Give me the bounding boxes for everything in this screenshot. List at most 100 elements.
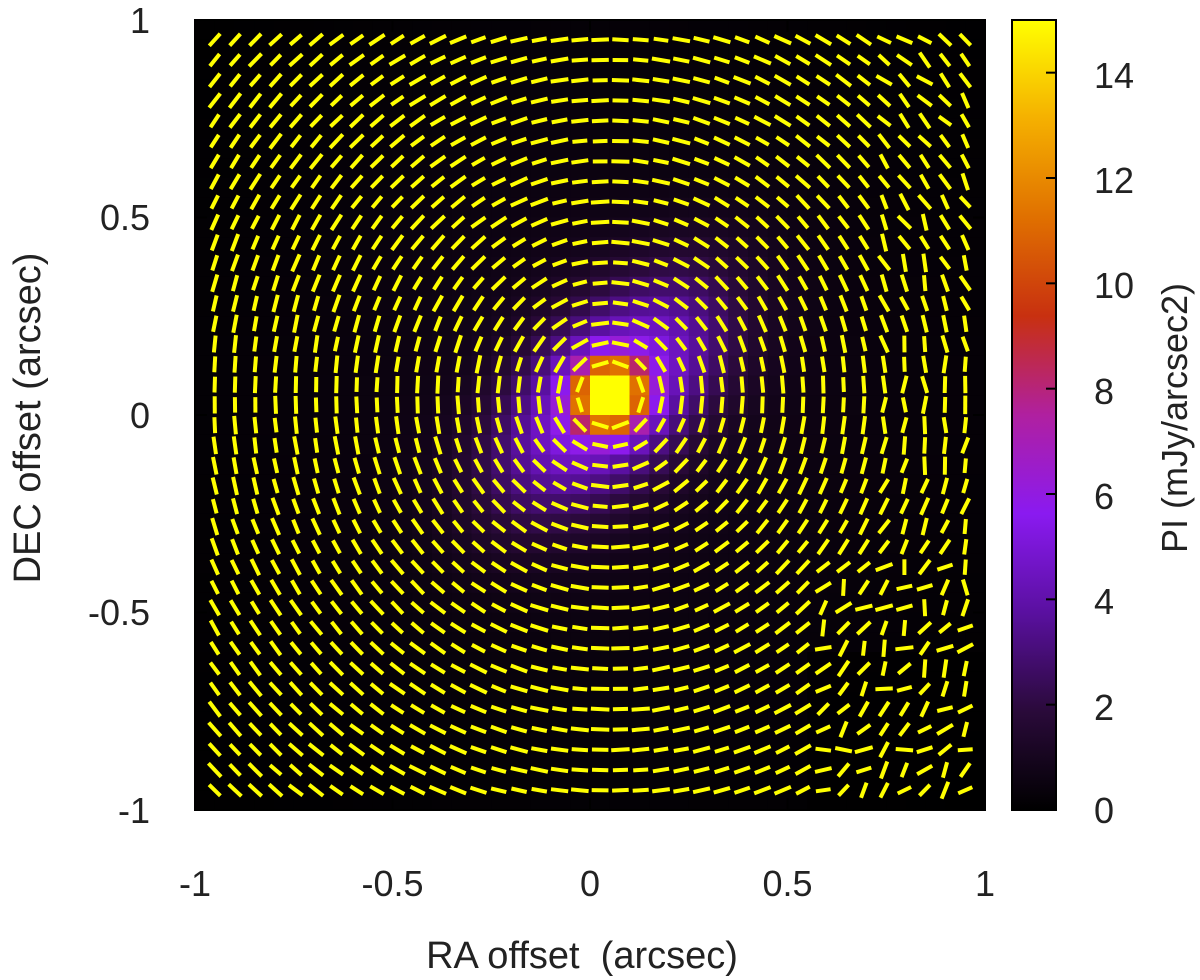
- polarization-vector: [940, 498, 950, 515]
- polarization-vector: [228, 743, 242, 757]
- polarization-vector: [571, 767, 589, 773]
- polarization-vector: [733, 765, 751, 775]
- polarization-vector: [290, 274, 301, 292]
- heat-cell: [471, 553, 492, 574]
- heat-cell: [372, 592, 394, 614]
- polarization-vector: [918, 539, 931, 555]
- heat-cell: [274, 474, 295, 495]
- polarization-vector: [572, 417, 588, 433]
- heat-cell: [353, 731, 374, 752]
- heat-cell: [550, 336, 571, 357]
- polarization-vector: [821, 375, 826, 394]
- polarization-vector: [312, 477, 321, 495]
- polarization-vector: [292, 436, 300, 455]
- heat-cell: [491, 494, 512, 515]
- polarization-vector: [898, 721, 911, 737]
- heat-cell: [767, 731, 789, 752]
- heat-cell: [807, 118, 828, 140]
- polarization-vector: [550, 500, 569, 512]
- heat-cell: [945, 474, 966, 495]
- heat-cell: [274, 276, 295, 298]
- polarization-vector: [672, 276, 690, 290]
- polarization-vector: [530, 561, 548, 573]
- polarization-vector: [815, 153, 832, 170]
- polarization-vector: [673, 685, 689, 693]
- polarization-vector: [651, 56, 671, 64]
- heat-cell: [313, 652, 334, 673]
- polarization-vector: [775, 539, 790, 555]
- polarization-vector: [734, 35, 750, 45]
- heat-cell: [609, 691, 631, 712]
- polarization-vector: [695, 458, 708, 473]
- heat-cell: [590, 750, 611, 772]
- polarization-vector: [838, 294, 849, 313]
- heat-cell: [234, 395, 255, 416]
- polarization-vector: [410, 174, 426, 189]
- polarization-vector: [531, 582, 548, 593]
- polarization-vector: [551, 706, 568, 713]
- polarization-vector: [229, 579, 241, 596]
- heat-cell: [451, 20, 473, 41]
- heat-cell: [688, 375, 710, 396]
- polarization-vector: [798, 315, 808, 332]
- polarization-vector: [472, 295, 485, 312]
- polarization-vector: [252, 315, 259, 332]
- heat-cell: [827, 691, 848, 712]
- polarization-vector: [652, 766, 670, 774]
- polarization-vector: [313, 356, 319, 373]
- polarization-vector: [839, 334, 848, 354]
- heat-cell: [925, 652, 947, 673]
- polarization-vector: [755, 518, 770, 535]
- heat-cell: [767, 39, 789, 61]
- heat-cell: [313, 237, 334, 258]
- polarization-vector: [510, 156, 528, 167]
- polarization-vector: [959, 295, 972, 312]
- polarization-vector: [530, 216, 549, 228]
- polarization-vector: [550, 157, 569, 166]
- polarization-vector: [713, 540, 730, 554]
- polarization-vector: [290, 213, 302, 231]
- polarization-vector: [490, 704, 507, 714]
- heat-cell: [214, 158, 236, 179]
- polarization-vector: [940, 274, 950, 293]
- polarization-vector: [712, 724, 731, 735]
- y-tick-label: -0.5: [88, 592, 150, 633]
- polarization-vector: [272, 437, 279, 453]
- polarization-vector: [389, 558, 405, 576]
- heat-cell: [570, 39, 591, 61]
- heat-cell: [195, 276, 216, 298]
- polarization-vector: [308, 92, 324, 109]
- polarization-vector: [673, 746, 690, 753]
- polarization-vector: [734, 540, 750, 554]
- heat-cell: [570, 79, 591, 100]
- heat-cell: [965, 197, 985, 219]
- polarization-vector: [755, 560, 770, 574]
- polarization-vector: [288, 763, 303, 777]
- polarization-vector: [369, 134, 385, 149]
- polarization-vector: [693, 684, 711, 694]
- polarization-vector: [228, 599, 242, 617]
- heat-cell: [254, 355, 275, 377]
- heat-cell: [965, 158, 985, 179]
- heat-cell: [511, 296, 532, 317]
- heat-cell: [254, 573, 275, 594]
- polarization-vector: [348, 742, 366, 757]
- polarization-vector: [452, 478, 464, 494]
- heat-cell: [491, 20, 512, 41]
- heat-cell: [353, 39, 374, 61]
- heat-cell: [649, 336, 670, 357]
- polarization-vector: [209, 133, 221, 149]
- polarization-vector: [692, 76, 711, 85]
- heat-cell: [234, 276, 255, 298]
- polarization-vector: [651, 177, 671, 186]
- heat-cell: [728, 296, 749, 317]
- polarization-vector: [408, 682, 427, 696]
- heat-cell: [234, 217, 255, 238]
- heat-cell: [965, 415, 985, 436]
- polarization-vector: [550, 766, 569, 774]
- polarization-vector: [774, 559, 791, 576]
- heat-cell: [906, 770, 927, 791]
- heat-cell: [214, 474, 236, 495]
- polarization-vector: [350, 538, 363, 556]
- polarization-vector: [897, 134, 912, 149]
